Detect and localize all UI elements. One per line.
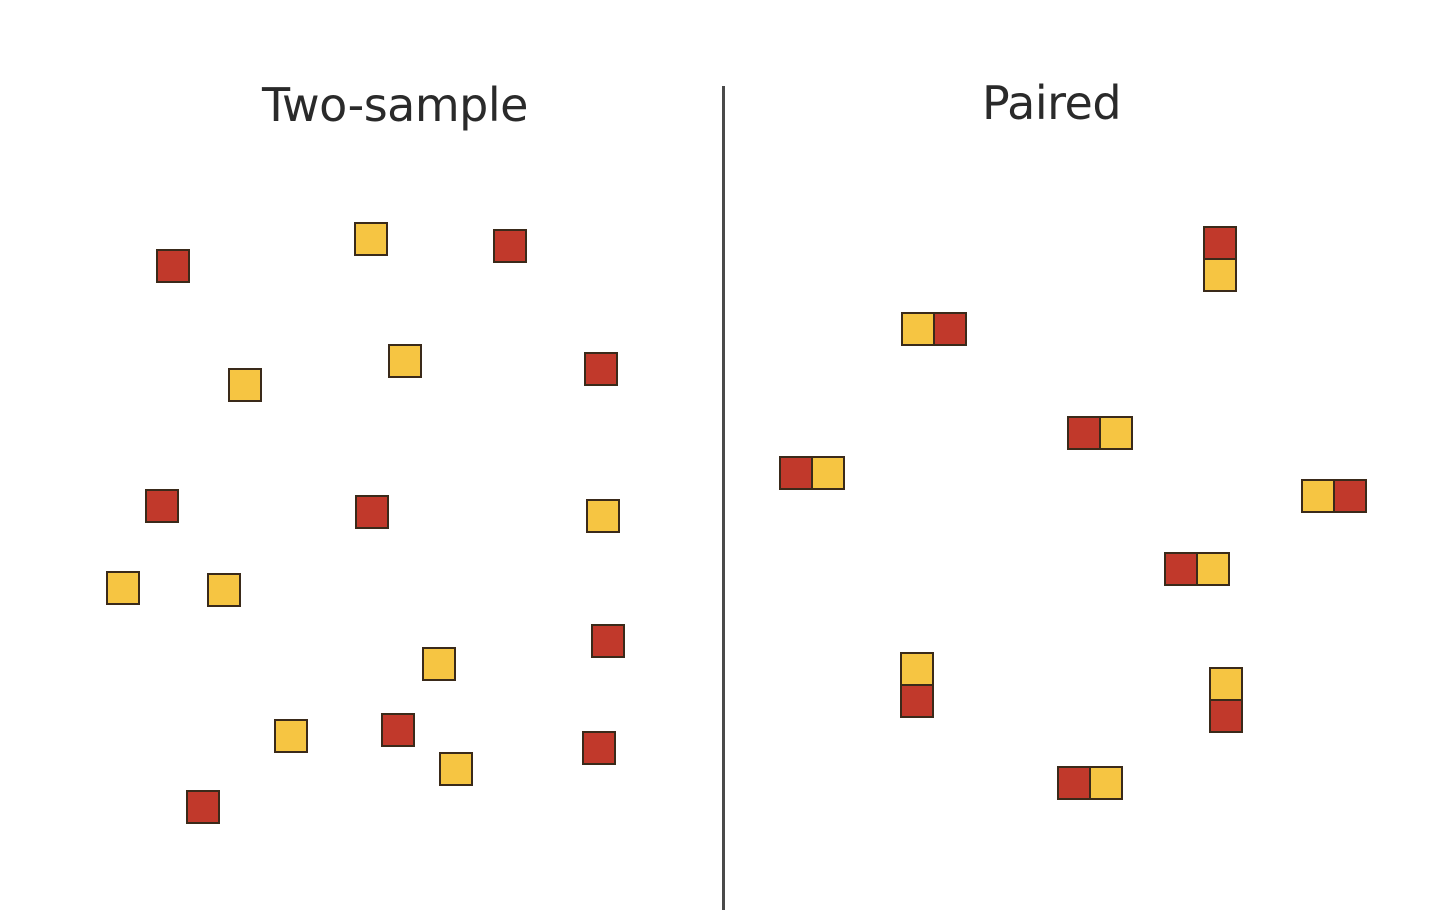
red-square xyxy=(355,495,389,529)
paired-red-square xyxy=(1333,479,1367,513)
red-square xyxy=(582,731,616,765)
two-sample-title: Two-sample xyxy=(262,78,528,132)
paired-red-square xyxy=(779,456,813,490)
paired-red-square xyxy=(1057,766,1091,800)
red-square xyxy=(584,352,618,386)
paired-red-square xyxy=(1209,699,1243,733)
yellow-square xyxy=(388,344,422,378)
yellow-square xyxy=(207,573,241,607)
paired-yellow-square xyxy=(1196,552,1230,586)
red-square xyxy=(186,790,220,824)
yellow-square xyxy=(106,571,140,605)
paired-red-square xyxy=(1067,416,1101,450)
paired-yellow-square xyxy=(1301,479,1335,513)
paired-red-square xyxy=(933,312,967,346)
paired-yellow-square xyxy=(811,456,845,490)
paired-yellow-square xyxy=(1209,667,1243,701)
paired-red-square xyxy=(1203,226,1237,260)
paired-yellow-square xyxy=(901,312,935,346)
red-square xyxy=(156,249,190,283)
yellow-square xyxy=(439,752,473,786)
paired-yellow-square xyxy=(900,652,934,686)
red-square xyxy=(381,713,415,747)
panel-divider xyxy=(722,86,725,910)
yellow-square xyxy=(422,647,456,681)
yellow-square xyxy=(274,719,308,753)
paired-yellow-square xyxy=(1089,766,1123,800)
paired-red-square xyxy=(1164,552,1198,586)
red-square xyxy=(493,229,527,263)
paired-yellow-square xyxy=(1203,258,1237,292)
yellow-square xyxy=(228,368,262,402)
paired-title: Paired xyxy=(982,76,1122,130)
red-square xyxy=(145,489,179,523)
red-square xyxy=(591,624,625,658)
yellow-square xyxy=(586,499,620,533)
paired-red-square xyxy=(900,684,934,718)
paired-yellow-square xyxy=(1099,416,1133,450)
yellow-square xyxy=(354,222,388,256)
